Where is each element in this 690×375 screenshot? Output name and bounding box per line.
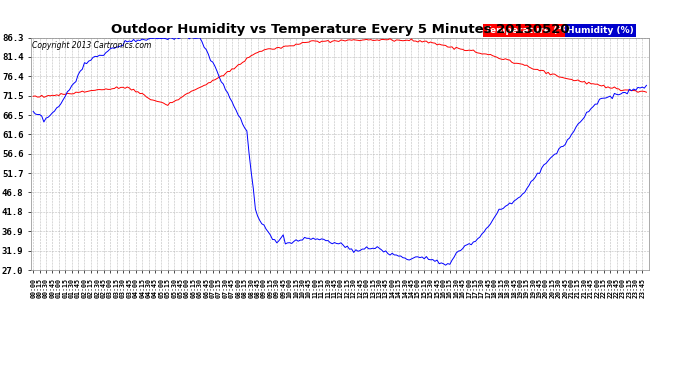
Text: Temperature (°F): Temperature (°F) xyxy=(485,26,572,35)
Text: Copyright 2013 Cartronics.com: Copyright 2013 Cartronics.com xyxy=(32,41,152,50)
Title: Outdoor Humidity vs Temperature Every 5 Minutes 20130520: Outdoor Humidity vs Temperature Every 5 … xyxy=(110,23,569,36)
Text: Humidity (%): Humidity (%) xyxy=(567,26,634,35)
